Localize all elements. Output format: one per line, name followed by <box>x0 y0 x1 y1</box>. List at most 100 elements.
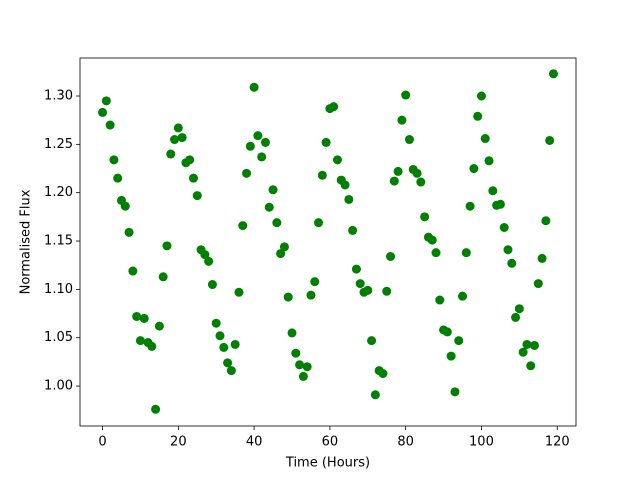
data-point <box>526 361 536 371</box>
data-point <box>298 371 308 381</box>
y-tick-label: 1.10 <box>44 282 73 297</box>
y-tick-label: 1.20 <box>44 185 73 200</box>
data-point <box>363 285 373 295</box>
data-point <box>223 358 233 368</box>
data-point <box>480 134 490 144</box>
data-point <box>454 336 464 346</box>
data-point <box>200 250 210 260</box>
data-point <box>151 404 161 414</box>
data-point <box>397 115 407 125</box>
data-point <box>458 291 468 301</box>
x-tick-label: 120 <box>545 435 570 450</box>
data-point <box>446 351 456 361</box>
data-point <box>507 258 517 268</box>
data-point <box>518 347 528 357</box>
data-point <box>219 342 229 352</box>
data-point <box>124 227 134 237</box>
data-point <box>283 292 293 302</box>
x-tick-label: 60 <box>322 435 339 450</box>
data-point <box>355 279 365 289</box>
data-point <box>522 339 532 349</box>
data-point <box>541 216 551 226</box>
data-point <box>226 366 236 376</box>
data-point <box>450 387 460 397</box>
data-point <box>242 168 252 178</box>
data-point <box>514 304 524 314</box>
data-point <box>257 152 267 162</box>
y-tick-label: 1.05 <box>44 330 73 345</box>
data-point <box>344 194 354 204</box>
data-point <box>173 123 183 133</box>
data-point <box>207 280 217 290</box>
data-point <box>488 186 498 196</box>
y-tick-label: 1.00 <box>44 379 73 394</box>
data-point <box>249 82 259 92</box>
data-point <box>420 212 430 222</box>
data-point <box>499 222 509 232</box>
data-point <box>139 313 149 323</box>
data-point <box>211 318 221 328</box>
data-point <box>230 339 240 349</box>
y-tick-label: 1.25 <box>44 137 73 152</box>
data-point <box>401 90 411 100</box>
x-tick-label: 40 <box>246 435 263 450</box>
data-point <box>314 218 324 228</box>
data-point <box>253 131 263 141</box>
data-point <box>238 221 248 231</box>
data-point <box>98 107 108 117</box>
plot-area <box>80 58 576 426</box>
data-point <box>215 331 225 341</box>
data-point <box>495 199 505 209</box>
data-point <box>177 133 187 143</box>
data-point <box>272 218 282 228</box>
data-point <box>158 272 168 282</box>
data-point <box>295 360 305 370</box>
data-point <box>412 168 422 178</box>
data-point <box>260 137 270 147</box>
data-point <box>264 202 274 212</box>
data-point <box>234 287 244 297</box>
data-point <box>427 235 437 245</box>
data-point <box>351 264 361 274</box>
data-point <box>321 137 331 147</box>
data-point <box>465 201 475 211</box>
data-point <box>386 252 396 262</box>
data-point <box>370 390 380 400</box>
data-point <box>109 155 119 165</box>
data-point <box>442 327 452 337</box>
data-point <box>329 102 339 112</box>
x-axis-title: Time (Hours) <box>285 456 370 471</box>
data-point <box>188 173 198 183</box>
data-point <box>287 328 297 338</box>
data-point <box>170 135 180 145</box>
data-point <box>162 241 172 251</box>
data-point <box>393 166 403 176</box>
y-axis-title: Normalised Flux <box>19 189 34 294</box>
data-point <box>310 277 320 287</box>
data-point <box>101 96 111 106</box>
data-point <box>166 149 176 159</box>
x-tick-label: 80 <box>397 435 414 450</box>
data-point <box>416 177 426 187</box>
data-point <box>192 191 202 201</box>
x-tick-label: 0 <box>98 435 106 450</box>
y-tick-label: 1.15 <box>44 234 73 249</box>
data-point <box>120 201 130 211</box>
data-point <box>317 170 327 180</box>
data-point <box>537 253 547 263</box>
y-tick-label: 1.30 <box>44 88 73 103</box>
data-point <box>268 185 278 195</box>
x-tick-label: 20 <box>170 435 187 450</box>
data-point <box>204 256 214 266</box>
data-point <box>484 156 494 166</box>
data-point <box>332 155 342 165</box>
x-tick-label: 100 <box>469 435 494 450</box>
data-point <box>461 248 471 258</box>
data-point <box>291 348 301 358</box>
data-point <box>135 336 145 346</box>
data-point <box>279 242 289 252</box>
data-point <box>530 340 540 350</box>
data-point <box>378 368 388 378</box>
data-point <box>476 91 486 101</box>
data-point <box>185 155 195 165</box>
